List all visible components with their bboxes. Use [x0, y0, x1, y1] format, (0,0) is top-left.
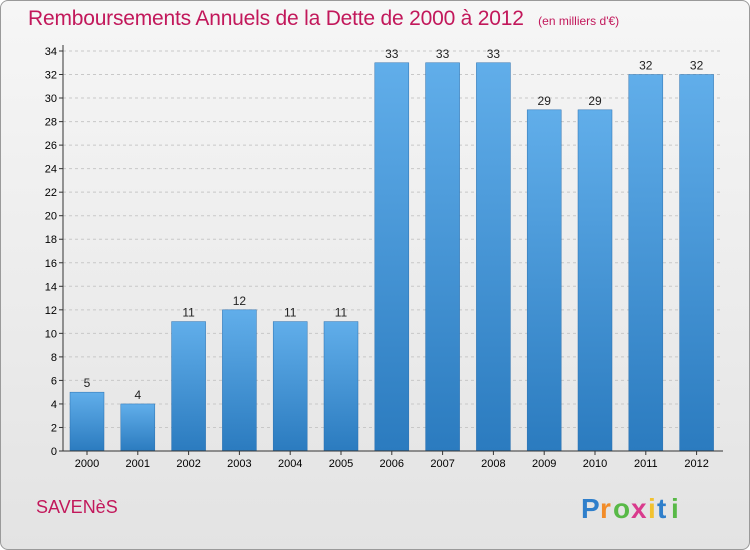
- bar-2002: [171, 321, 206, 452]
- bar-2003: [222, 309, 257, 452]
- chart-subtitle: (en milliers d'€): [538, 14, 620, 28]
- bar-value-label: 32: [690, 59, 704, 73]
- bar-2000: [69, 391, 105, 452]
- bar-value-label: 29: [538, 94, 552, 108]
- y-axis-tick-label: 2: [51, 422, 57, 434]
- svg-text:P: P: [581, 493, 600, 524]
- bar-value-label: 29: [588, 94, 602, 108]
- y-axis-tick-label: 30: [45, 93, 57, 105]
- x-axis-category-label: 2002: [176, 458, 200, 470]
- bar-2012: [679, 74, 714, 452]
- bar-series: [69, 62, 714, 452]
- y-axis-tick-label: 6: [51, 375, 57, 387]
- bar-2005: [323, 321, 359, 452]
- bar-2011: [628, 74, 664, 452]
- bar-2006: [374, 62, 410, 452]
- y-axis-tick-label: 26: [45, 140, 57, 152]
- value-labels: 5 4 11 12 11 11 33 33 33 29 29 32 32: [84, 47, 704, 402]
- x-axis-category-label: 2009: [532, 458, 556, 470]
- x-axis-category-label: 2010: [583, 458, 607, 470]
- x-axis-category-label: 2006: [380, 458, 404, 470]
- y-axis-tick-label: 32: [45, 70, 57, 82]
- bar-2007: [425, 62, 460, 452]
- y-axis-tick-label: 16: [45, 258, 57, 270]
- bar-2004: [272, 321, 308, 452]
- y-axis-tick-label: 12: [45, 305, 57, 317]
- bar-2009: [526, 109, 562, 452]
- y-axis-tick-label: 34: [45, 46, 57, 58]
- svg-text:o: o: [613, 493, 630, 524]
- x-axis-category-label: 2012: [684, 458, 708, 470]
- bar-2008: [476, 62, 511, 452]
- y-axis-tick-label: 24: [45, 164, 57, 176]
- y-axis-tick-label: 20: [45, 211, 57, 223]
- y-axis-tick-label: 0: [51, 446, 57, 458]
- x-axis-category-label: 2004: [278, 458, 302, 470]
- bar-value-label: 32: [639, 59, 653, 73]
- x-axis-category-label: 2001: [126, 458, 150, 470]
- y-axis-tick-label: 8: [51, 352, 57, 364]
- bar-value-label: 12: [233, 294, 247, 308]
- x-axis-category-label: 2003: [227, 458, 251, 470]
- chart-title: Remboursements Annuels de la Dette de 20…: [28, 7, 524, 30]
- y-axis-tick-label: 28: [45, 117, 57, 129]
- x-axis-category-label: 2005: [329, 458, 353, 470]
- bar-2001: [120, 403, 156, 452]
- x-axis-category-label: 2008: [481, 458, 505, 470]
- svg-text:t: t: [657, 493, 666, 524]
- bar-value-label: 11: [182, 306, 195, 320]
- bar-2010: [577, 109, 613, 452]
- x-axis-category-label: 2007: [430, 458, 454, 470]
- y-axis-tick-label: 18: [45, 234, 57, 246]
- bar-value-label: 33: [385, 47, 399, 61]
- bar-value-label: 5: [84, 376, 91, 390]
- svg-text:r: r: [600, 493, 611, 524]
- y-axis-tick-label: 14: [45, 281, 57, 293]
- bar-value-label: 11: [335, 306, 348, 320]
- bar-value-label: 33: [487, 47, 501, 61]
- proxiti-logo: P r o x i t i: [581, 493, 679, 524]
- bar-value-label: 4: [134, 388, 141, 402]
- y-axis-tick-label: 10: [45, 328, 57, 340]
- y-axis-tick-label: 4: [51, 399, 57, 411]
- svg-text:i: i: [671, 493, 679, 524]
- bar-value-label: 11: [284, 306, 297, 320]
- location-label: SAVENèS: [36, 497, 118, 517]
- x-axis-category-label: 2000: [75, 458, 99, 470]
- svg-text:x: x: [631, 493, 647, 524]
- bar-value-label: 33: [436, 47, 450, 61]
- x-axis-category-label: 2011: [634, 458, 658, 470]
- chart-title-group: Remboursements Annuels de la Dette de 20…: [28, 7, 619, 31]
- svg-text:i: i: [648, 493, 656, 524]
- y-axis-tick-label: 22: [45, 187, 57, 199]
